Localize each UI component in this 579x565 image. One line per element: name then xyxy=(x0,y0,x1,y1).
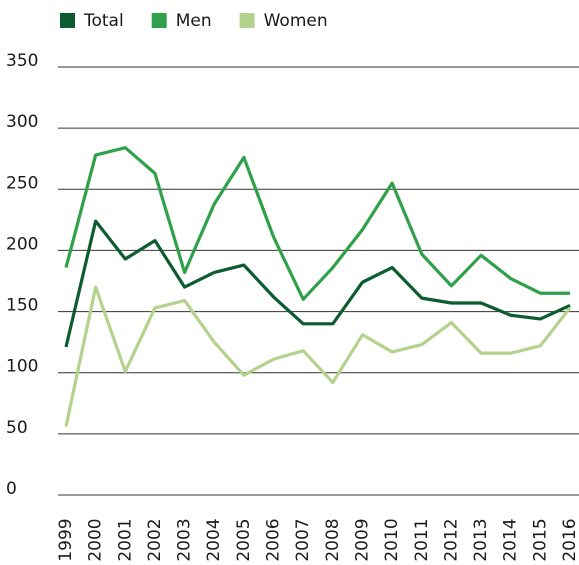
y-tick-label: 300 xyxy=(6,112,38,132)
legend-swatch xyxy=(239,13,255,28)
x-tick-label: 2012 xyxy=(441,518,461,561)
line-series xyxy=(64,219,571,348)
legend-label: Men xyxy=(176,11,212,31)
x-tick-label: 2014 xyxy=(501,518,521,561)
x-tick-label: 2010 xyxy=(382,518,402,561)
x-tick-label: 2006 xyxy=(264,518,284,561)
y-tick-label: 50 xyxy=(6,418,28,438)
y-tick-label: 350 xyxy=(6,51,38,71)
x-tick-label: 2008 xyxy=(323,518,343,561)
x-tick-label: 2015 xyxy=(530,518,550,561)
x-tick-label: 2011 xyxy=(412,518,432,561)
x-tick-label: 2001 xyxy=(115,518,135,561)
y-tick-label: 100 xyxy=(6,357,38,377)
legend-swatch xyxy=(60,13,75,28)
legend-label: Total xyxy=(83,11,124,31)
legend-swatch xyxy=(151,13,167,28)
x-tick-label: 1999 xyxy=(56,518,76,561)
x-tick-label: 2004 xyxy=(204,518,224,561)
line-series xyxy=(64,285,572,427)
x-tick-label: 2000 xyxy=(86,518,106,561)
y-tick-label: 0 xyxy=(6,479,17,499)
x-tick-label: 2007 xyxy=(293,518,313,561)
x-tick-label: 2013 xyxy=(471,518,491,561)
line-series xyxy=(64,146,570,301)
x-tick-label: 2016 xyxy=(560,518,579,561)
x-tick-label: 2003 xyxy=(175,518,195,561)
y-tick-label: 200 xyxy=(6,234,38,254)
y-tick-label: 150 xyxy=(6,296,38,316)
x-tick-label: 2005 xyxy=(234,518,254,561)
x-tick-label: 2002 xyxy=(145,518,165,561)
x-tick-label: 2009 xyxy=(352,518,372,561)
y-tick-label: 250 xyxy=(6,173,38,193)
legend-label: Women xyxy=(264,11,328,31)
